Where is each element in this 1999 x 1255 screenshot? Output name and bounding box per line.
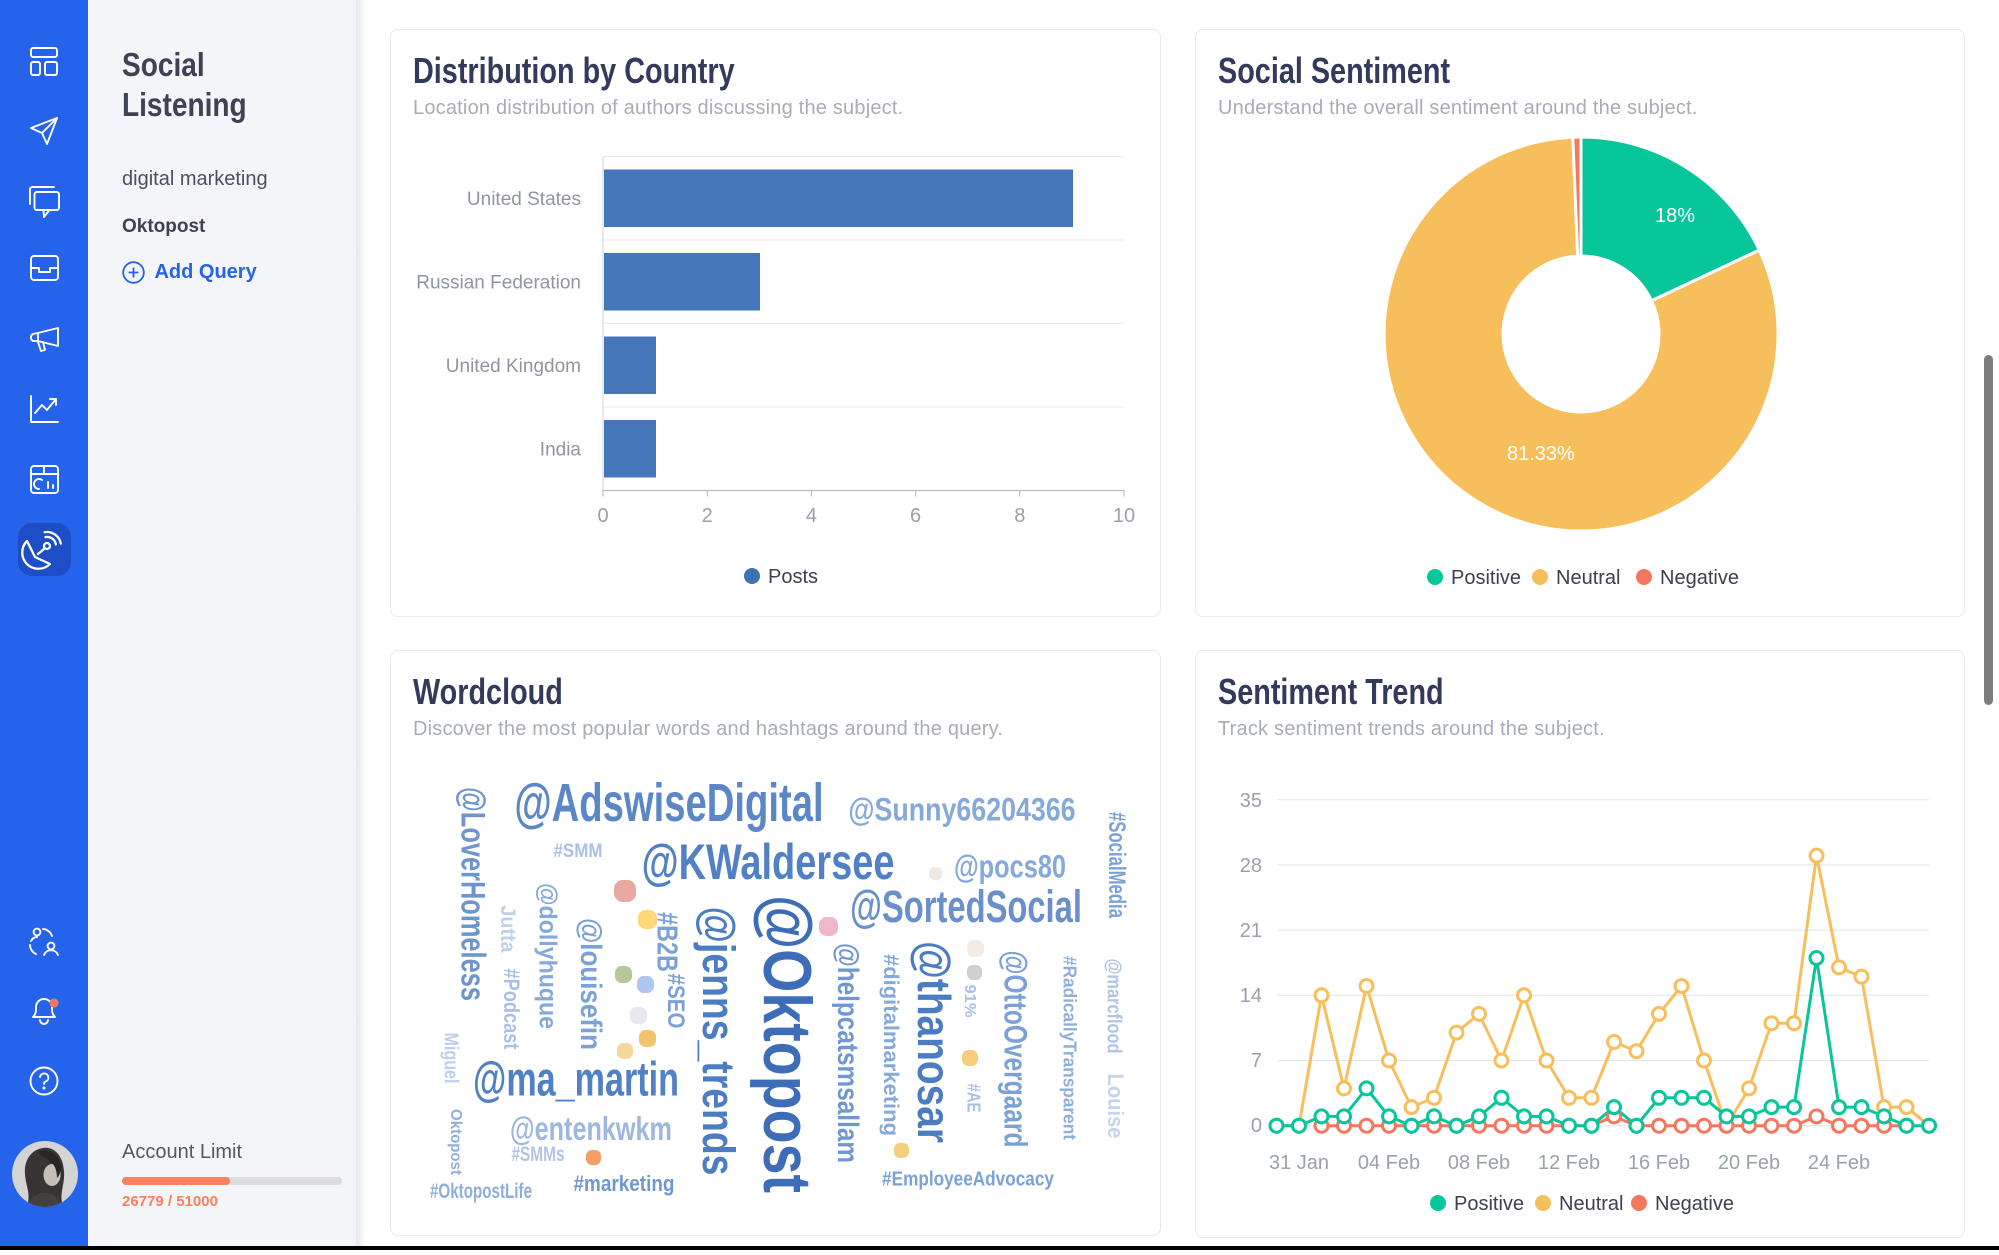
svg-text:35: 35	[1240, 790, 1262, 812]
svg-text:81.33%: 81.33%	[1507, 443, 1575, 465]
svg-text:31 Jan: 31 Jan	[1269, 1152, 1329, 1174]
svg-text:0: 0	[597, 505, 608, 527]
svg-text:12 Feb: 12 Feb	[1538, 1152, 1600, 1174]
svg-text:Negative: Negative	[1655, 1193, 1734, 1215]
svg-text:Positive: Positive	[1451, 567, 1521, 589]
svg-text:Posts: Posts	[768, 566, 818, 588]
svg-text:21: 21	[1240, 920, 1262, 942]
svg-text:18%: 18%	[1655, 205, 1695, 227]
svg-text:United States: United States	[467, 189, 581, 210]
svg-text:7: 7	[1251, 1050, 1262, 1072]
svg-text:2: 2	[702, 505, 713, 527]
svg-text:Positive: Positive	[1454, 1193, 1524, 1215]
svg-text:24 Feb: 24 Feb	[1808, 1152, 1870, 1174]
svg-text:6: 6	[910, 505, 921, 527]
svg-text:8: 8	[1014, 505, 1025, 527]
svg-text:28: 28	[1240, 855, 1262, 877]
svg-text:India: India	[540, 440, 582, 461]
svg-text:10: 10	[1113, 505, 1135, 527]
svg-text:4: 4	[806, 505, 817, 527]
svg-text:0: 0	[1251, 1115, 1262, 1137]
svg-text:Neutral: Neutral	[1559, 1193, 1623, 1215]
svg-text:Russian Federation: Russian Federation	[416, 273, 581, 294]
svg-text:16 Feb: 16 Feb	[1628, 1152, 1690, 1174]
svg-text:08 Feb: 08 Feb	[1448, 1152, 1510, 1174]
svg-text:04 Feb: 04 Feb	[1358, 1152, 1420, 1174]
svg-text:Negative: Negative	[1660, 567, 1739, 589]
svg-text:Neutral: Neutral	[1556, 567, 1620, 589]
svg-text:United Kingdom: United Kingdom	[446, 356, 581, 377]
svg-text:14: 14	[1240, 985, 1262, 1007]
svg-text:20 Feb: 20 Feb	[1718, 1152, 1780, 1174]
